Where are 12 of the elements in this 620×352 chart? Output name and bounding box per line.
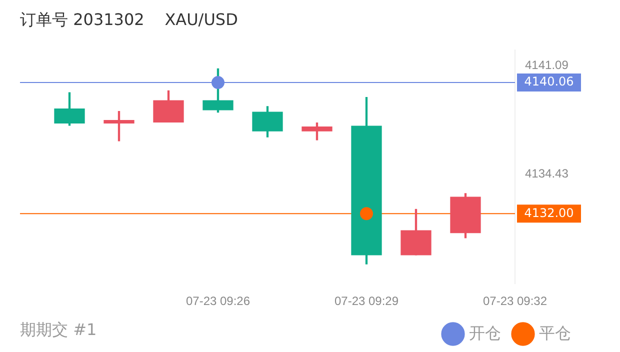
x-tick-label: 07-23 09:26 bbox=[186, 294, 250, 308]
y-tick-label: 4134.43 bbox=[524, 166, 569, 180]
y-tick-label: 4141.09 bbox=[524, 58, 569, 72]
text: 期期交 #1 bbox=[20, 320, 97, 341]
chart-subtitle: XAU/USD bbox=[164, 10, 238, 29]
x-tick-label: 07-23 09:29 bbox=[334, 294, 399, 308]
x-tick-label: 07-23 09:32 bbox=[482, 294, 548, 308]
ref-line-label: 4140.06 bbox=[524, 74, 574, 89]
chart-title: 订单号 2031302 bbox=[20, 10, 144, 29]
legend-label: 开仓 bbox=[469, 325, 501, 342]
ref-line-label: 4132.00 bbox=[524, 206, 574, 220]
legend-label: 平仓 bbox=[539, 325, 571, 342]
